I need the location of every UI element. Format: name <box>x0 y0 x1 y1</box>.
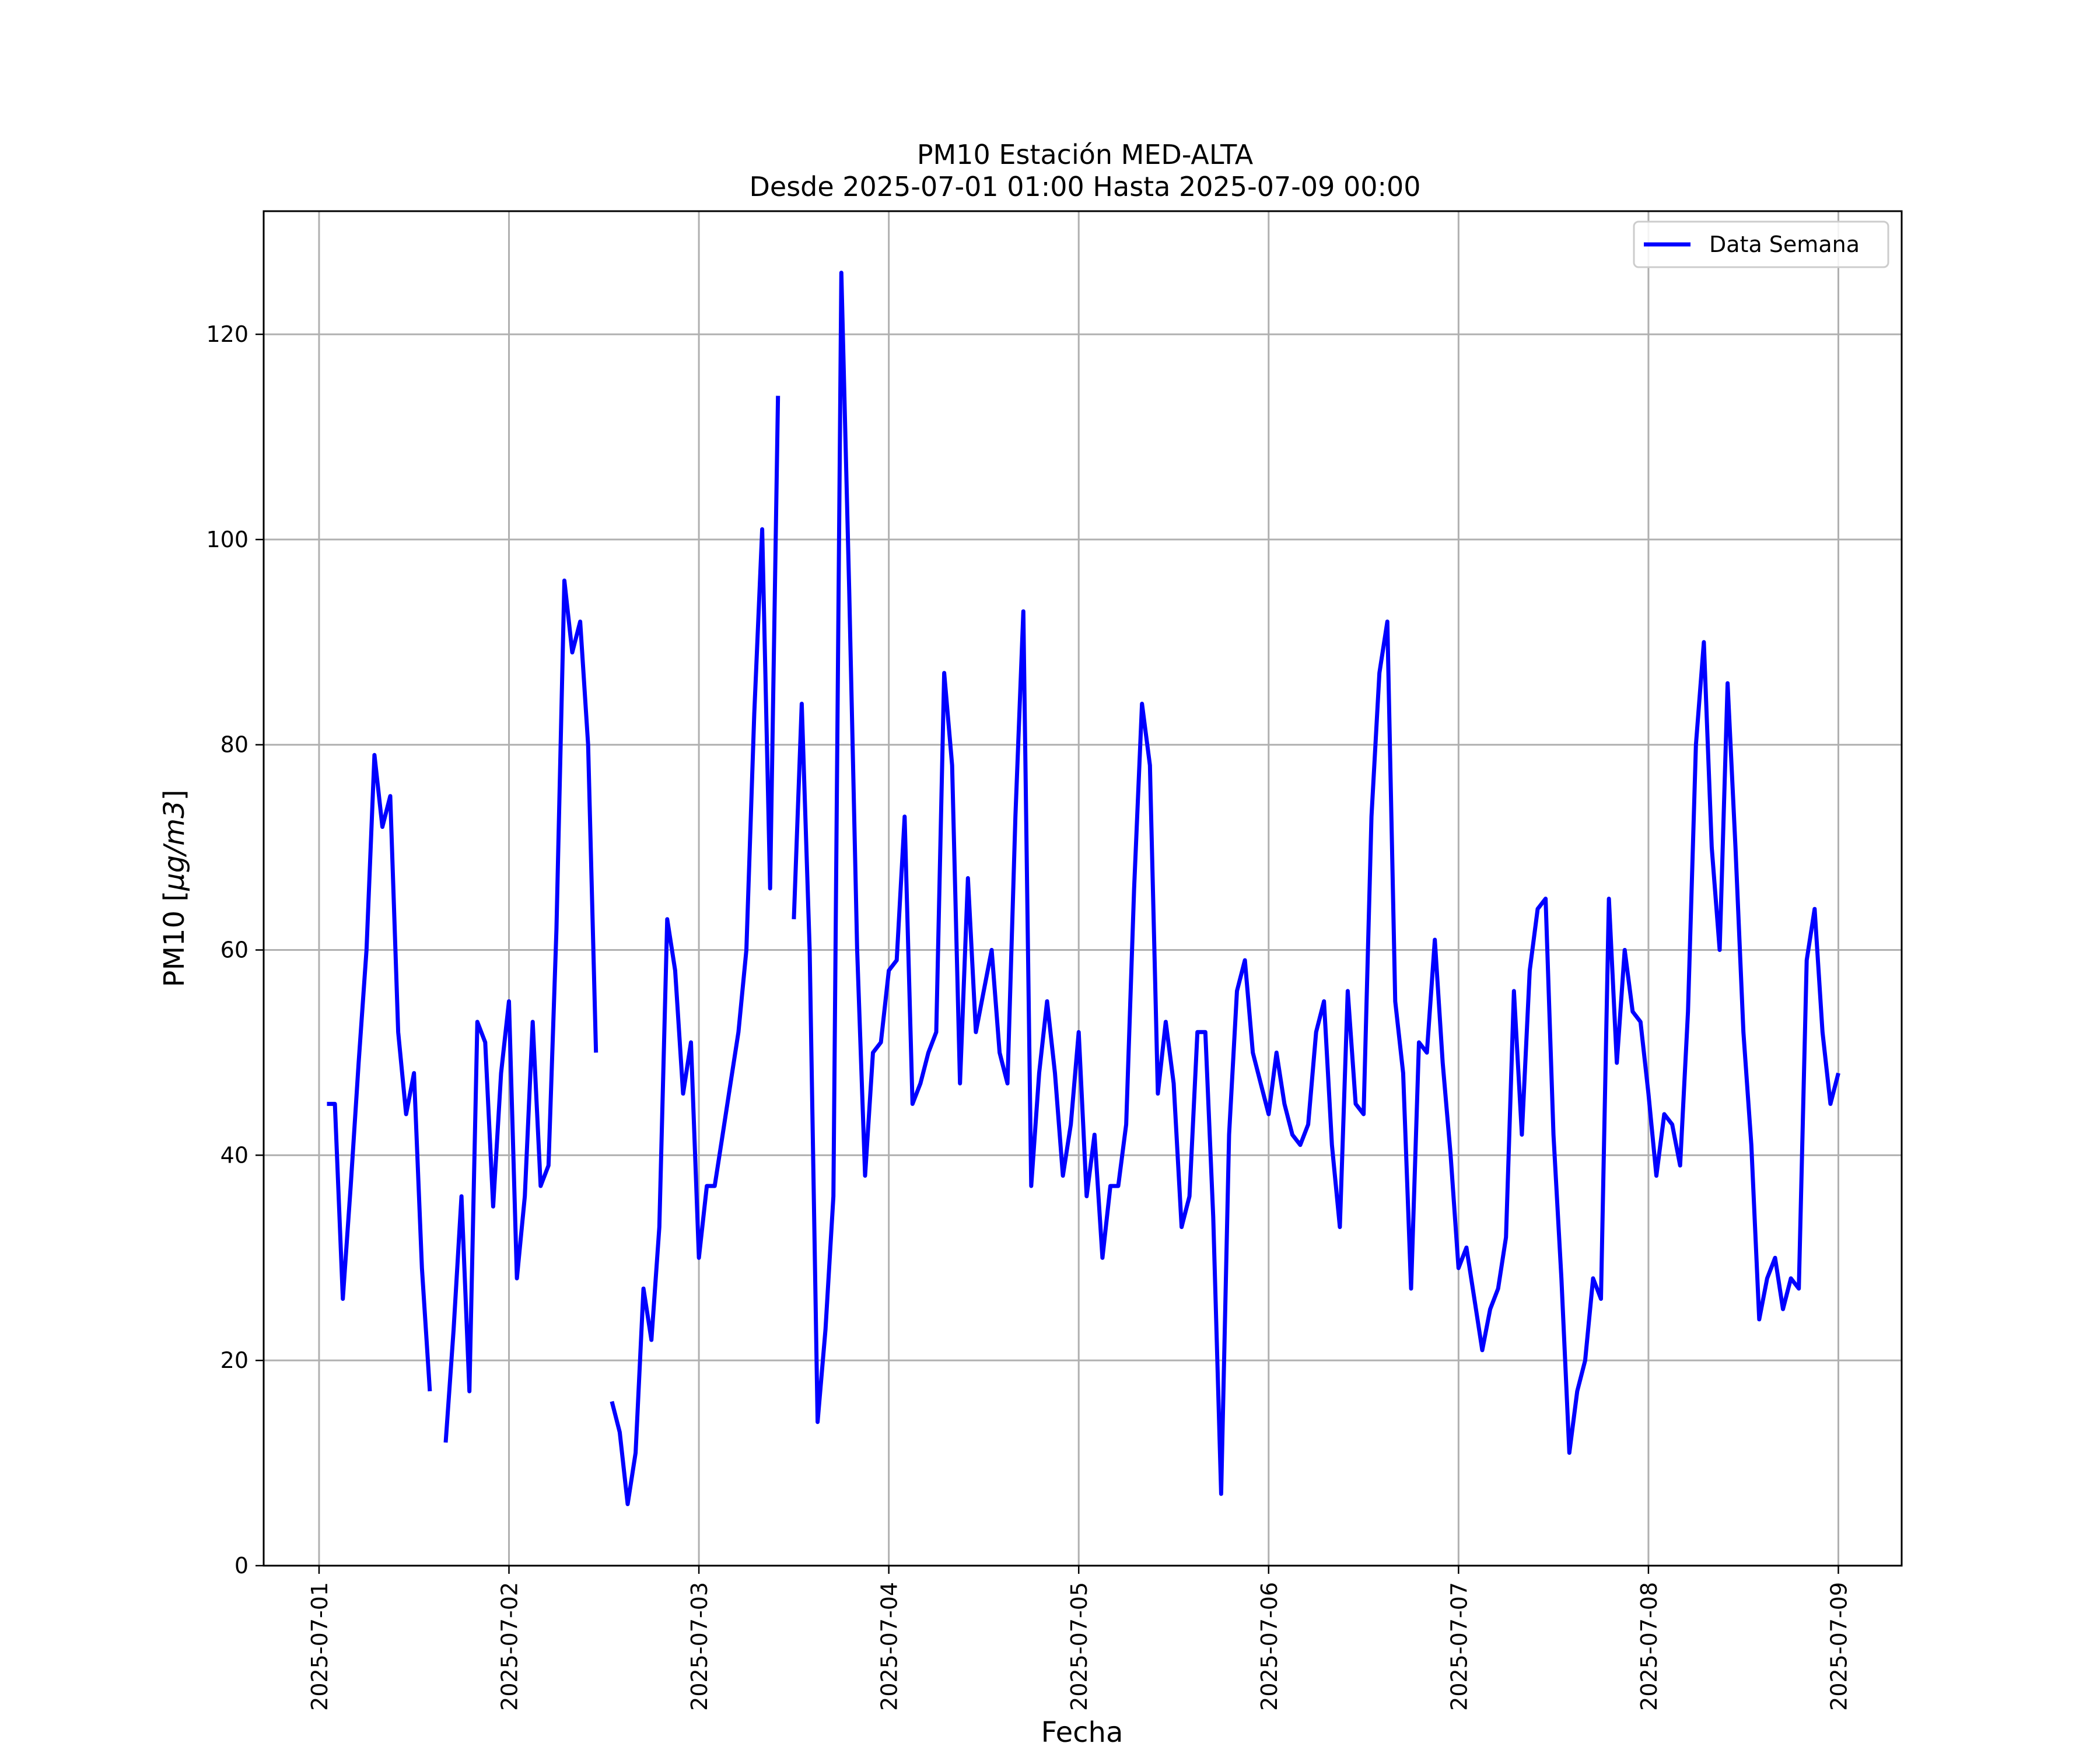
x-tick-label: 2025-07-04 <box>877 1582 902 1711</box>
x-tick-label: 2025-07-01 <box>307 1582 332 1711</box>
y-tick-label: 100 <box>206 527 249 552</box>
x-tick-label: 2025-07-02 <box>497 1582 523 1711</box>
x-tick-label: 2025-07-05 <box>1066 1582 1092 1711</box>
y-tick-label: 120 <box>206 321 249 347</box>
plot-area <box>327 271 1840 1506</box>
plot-frame <box>262 210 1903 1567</box>
y-tick-label: 60 <box>220 937 249 963</box>
chart-title: PM10 Estación MED-ALTA <box>917 139 1254 170</box>
grid <box>264 211 1902 1567</box>
series-line-segment <box>327 752 432 1392</box>
y-tick-label: 20 <box>220 1348 249 1373</box>
x-tick-label: 2025-07-03 <box>687 1582 712 1711</box>
axis-ticks: 2025-07-01 2025-07-02 2025-07-03 2025-07-04… <box>206 321 1852 1711</box>
y-axis-label-main: PM10 [ <box>158 891 191 987</box>
series-line-segment <box>610 396 780 1506</box>
series-line-segment <box>792 271 1840 1496</box>
y-tick-label: 40 <box>220 1142 249 1168</box>
y-axis-label-unit: μg/m3 <box>158 800 191 891</box>
series-line-segment <box>443 578 598 1443</box>
x-tick-label: 2025-07-09 <box>1826 1582 1852 1711</box>
legend-box <box>1633 220 1889 268</box>
y-axis-label: PM10 [μg/m3] <box>158 790 191 988</box>
y-tick-label: 80 <box>220 732 249 758</box>
chart-subtitle: Desde 2025-07-01 01:00 Hasta 2025-07-09 … <box>749 171 1420 202</box>
x-tick-label: 2025-07-08 <box>1636 1582 1662 1711</box>
x-axis-label: Fecha <box>1041 1716 1124 1749</box>
y-axis-label-close: ] <box>158 790 191 801</box>
y-tick-label: 0 <box>235 1553 249 1578</box>
x-tick-label: 2025-07-07 <box>1446 1582 1472 1711</box>
legend-label: Data Semana <box>1709 232 1860 257</box>
legend: Data Semana <box>1633 220 1889 268</box>
x-tick-label: 2025-07-06 <box>1256 1582 1282 1711</box>
